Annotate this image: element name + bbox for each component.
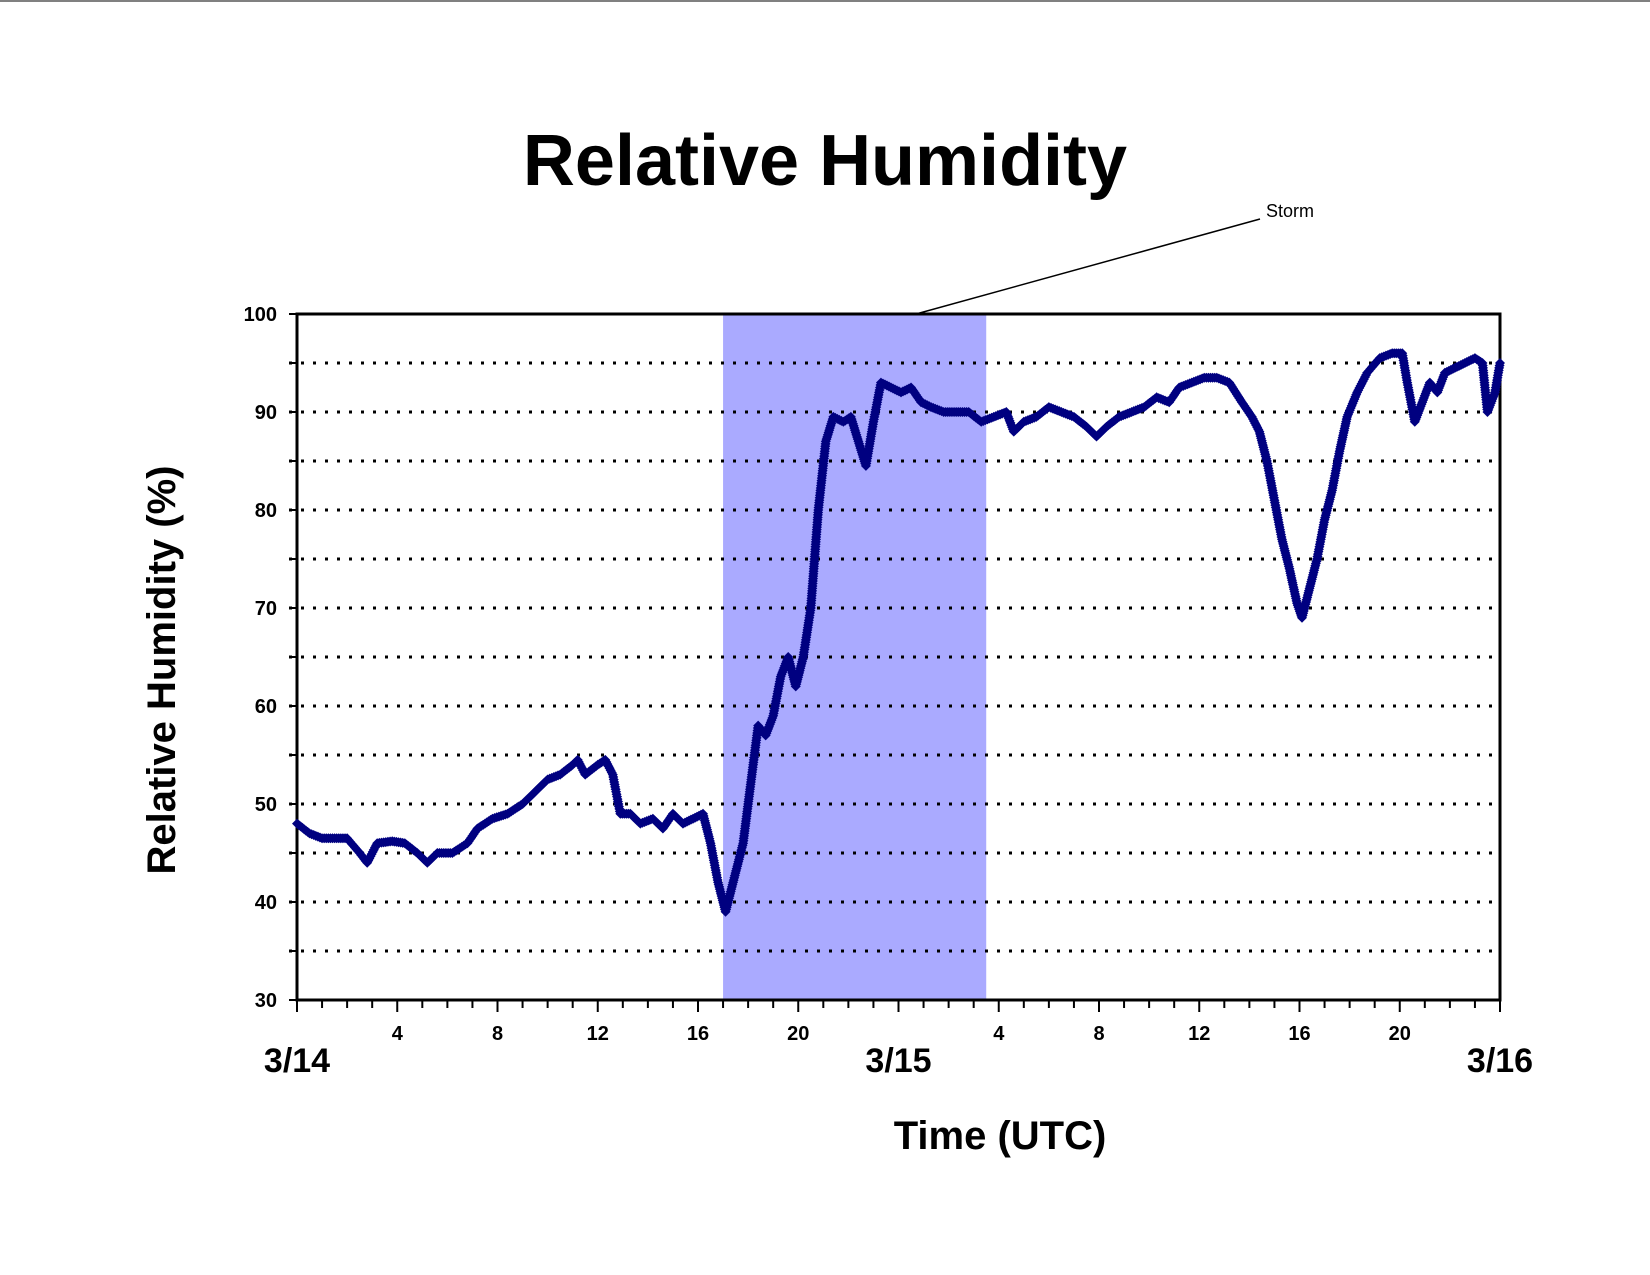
x-date-label-3-14: 3/14 — [264, 1042, 330, 1080]
x-tick-label-hour-32: 8 — [1093, 1023, 1104, 1045]
x-tick-label-hour-16: 16 — [687, 1023, 709, 1045]
x-tick-labels: 4 8 12 16 20 4 8 12 16 20 3/14 3/15 3/16 — [264, 1023, 1533, 1080]
storm-annotation-label: Storm — [1266, 201, 1314, 221]
x-tick-label-hour-28: 4 — [993, 1023, 1005, 1045]
y-tick-label-30: 30 — [255, 990, 277, 1012]
x-tick-label-hour-4: 4 — [392, 1023, 404, 1045]
y-axis-title: Relative Humidity (%) — [140, 466, 184, 875]
x-tick-label-hour-12: 12 — [587, 1023, 609, 1045]
chart-title: Relative Humidity — [523, 121, 1127, 201]
x-tick-label-hour-44: 20 — [1389, 1023, 1411, 1045]
x-tick-label-hour-36: 12 — [1188, 1023, 1210, 1045]
y-tick-label-60: 60 — [255, 696, 277, 718]
y-tick-label-70: 70 — [255, 598, 277, 620]
y-tick-label-100: 100 — [244, 304, 277, 326]
y-tick-label-90: 90 — [255, 402, 277, 424]
plot-border — [295, 312, 1502, 1002]
storm-annotation-line — [915, 218, 1261, 315]
y-tick-label-50: 50 — [255, 794, 277, 816]
x-axis-title: Time (UTC) — [894, 1114, 1107, 1158]
data-point-1131 — [1495, 358, 1505, 368]
x-tick-label-hour-40: 16 — [1288, 1023, 1310, 1045]
axis-ticks — [289, 313, 1501, 1012]
x-date-label-3-15: 3/15 — [865, 1042, 931, 1080]
x-tick-label-hour-20: 20 — [787, 1023, 809, 1045]
x-tick-label-hour-8: 8 — [492, 1023, 503, 1045]
data-points — [292, 348, 1505, 917]
y-tick-labels: 30 40 50 60 70 80 90 100 — [244, 304, 277, 1012]
x-date-label-3-16: 3/16 — [1467, 1042, 1533, 1080]
y-tick-label-80: 80 — [255, 500, 277, 522]
y-tick-label-40: 40 — [255, 892, 277, 914]
